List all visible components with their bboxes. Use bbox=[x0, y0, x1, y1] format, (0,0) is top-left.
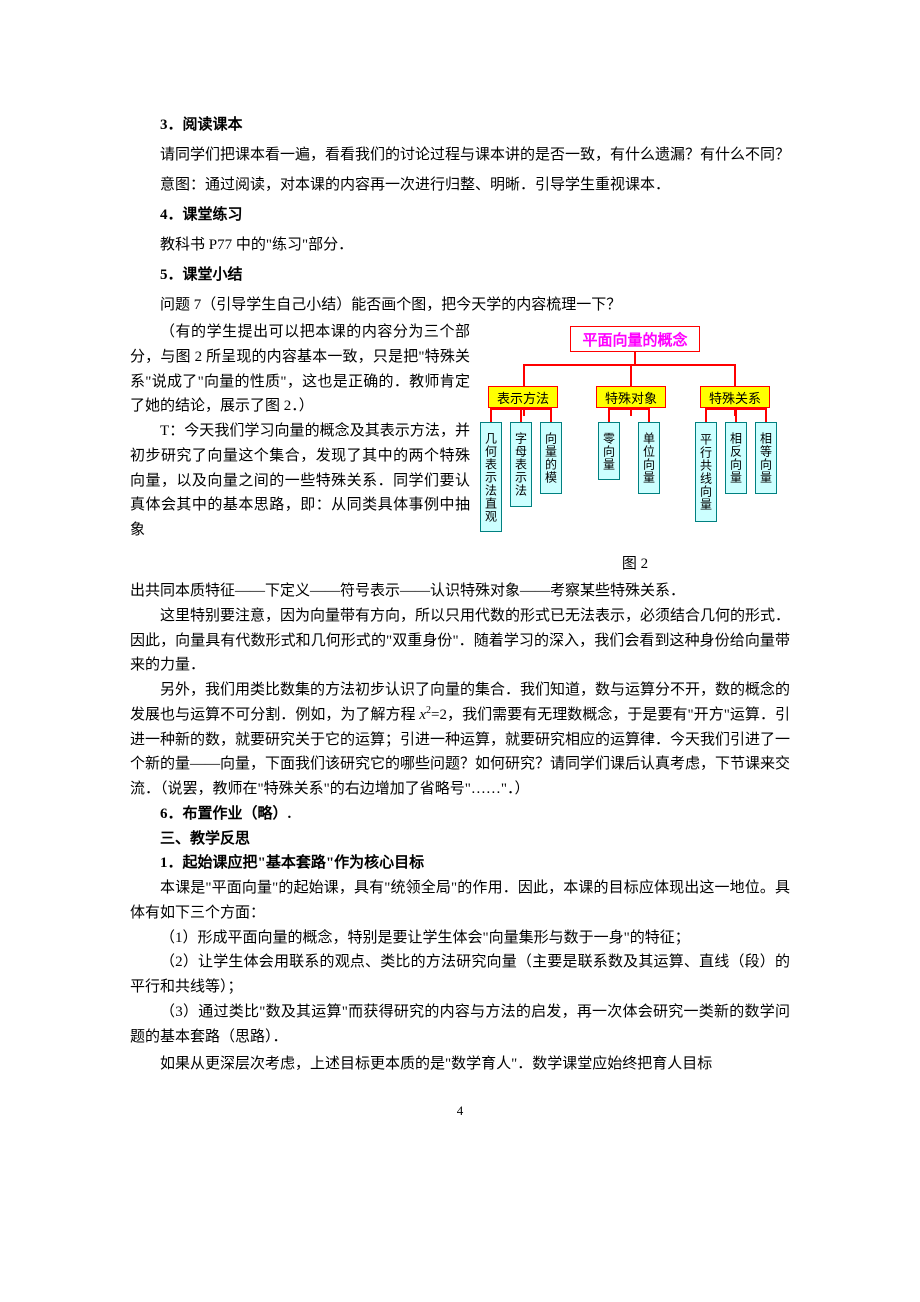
connector bbox=[523, 364, 525, 386]
figure-2: 平面向量的概念表示方法 特殊对象 特殊关系几何表示法直观字母表示法向量的模 零向量单位… bbox=[480, 326, 790, 573]
connector bbox=[630, 364, 632, 386]
heading-6: 6．布置作业（略）. bbox=[130, 802, 790, 827]
para-5a: 问题 7（引导学生自己小结）能否画个图，把今天学的内容梳理一下？ bbox=[130, 290, 790, 320]
para-4a: 教科书 P77 中的"练习"部分． bbox=[130, 230, 790, 260]
para-1b-a: 本课是"平面向量"的起始课，具有"统领全局"的作用．因此，本课的目标应体现出这一… bbox=[130, 876, 790, 926]
node-level3: 字母表示法 bbox=[510, 422, 532, 507]
node-level3: 零向量 bbox=[598, 422, 620, 480]
para-1b-3: （3）通过类比"数及其运算"而获得研究的内容与方法的启发，再一次体会研究一类新的… bbox=[130, 1000, 790, 1050]
node-level3: 平行共线向量 bbox=[695, 422, 717, 522]
page: 3．阅读课本 请同学们把课本看一遍，看看我们的讨论过程与课本讲的是否一致，有什么… bbox=[0, 0, 920, 1139]
node-level3: 向量的模 bbox=[540, 422, 562, 494]
para-3b: 意图：通过阅读，对本课的内容再一次进行归整、明晰．引导学生重视课本． bbox=[130, 170, 790, 200]
heading-3: 3．阅读课本 bbox=[130, 110, 790, 140]
heading-4: 4．课堂练习 bbox=[130, 200, 790, 230]
connector bbox=[765, 408, 767, 422]
node-level3: 相等向量 bbox=[755, 422, 777, 494]
connector bbox=[705, 408, 707, 422]
para-1b-2: （2）让学生体会用联系的观点、类比的方法研究向量（主要是联系数及其运算、直线（段… bbox=[130, 950, 790, 1000]
connector bbox=[608, 408, 650, 410]
connector bbox=[550, 408, 552, 422]
para-1b-1: （1）形成平面向量的概念，特别是要让学生体会"向量集形与数于一身"的特征； bbox=[130, 926, 790, 951]
wrap-block: 平面向量的概念表示方法 特殊对象 特殊关系几何表示法直观字母表示法向量的模 零向量单位… bbox=[130, 320, 790, 579]
connector bbox=[490, 408, 492, 422]
para-5d: 这里特别要注意，因为向量带有方向，所以只用代数的形式已无法表示，必须结合几何的形… bbox=[130, 604, 790, 678]
node-level2: 特殊关系 bbox=[700, 386, 770, 408]
para-5c: 出共同本质特征——下定义——符号表示——认识特殊对象——考察某些特殊关系． bbox=[130, 579, 790, 604]
connector bbox=[735, 408, 737, 422]
node-level2: 表示方法 bbox=[488, 386, 558, 408]
heading-5: 5．课堂小结 bbox=[130, 260, 790, 290]
para-5e: 另外，我们用类比数集的方法初步认识了向量的集合．我们知道，数与运算分不开，数的概… bbox=[130, 678, 790, 802]
page-number: 4 bbox=[0, 1103, 920, 1119]
connector bbox=[608, 408, 610, 422]
node-root: 平面向量的概念 bbox=[570, 326, 700, 352]
connector bbox=[630, 408, 632, 416]
connector bbox=[648, 408, 650, 422]
connector bbox=[734, 364, 736, 386]
node-level3: 相反向量 bbox=[725, 422, 747, 494]
para-3a: 请同学们把课本看一遍，看看我们的讨论过程与课本讲的是否一致，有什么遗漏？有什么不… bbox=[130, 140, 790, 170]
node-level3: 几何表示法直观 bbox=[480, 422, 502, 532]
connector bbox=[520, 408, 522, 422]
heading-1b: 1．起始课应把"基本套路"作为核心目标 bbox=[130, 851, 790, 876]
concept-diagram: 平面向量的概念表示方法 特殊对象 特殊关系几何表示法直观字母表示法向量的模 零向量单位… bbox=[480, 326, 790, 546]
heading-san: 三、教学反思 bbox=[130, 827, 790, 852]
connector bbox=[634, 352, 636, 364]
node-level2: 特殊对象 bbox=[596, 386, 666, 408]
connector bbox=[523, 408, 525, 416]
node-level3: 单位向量 bbox=[638, 422, 660, 494]
connector bbox=[523, 364, 735, 366]
figure-caption: 图 2 bbox=[480, 552, 790, 573]
para-last: 如果从更深层次考虑，上述目标更本质的是"数学育人"．数学课堂应始终把育人目标 bbox=[130, 1049, 790, 1079]
